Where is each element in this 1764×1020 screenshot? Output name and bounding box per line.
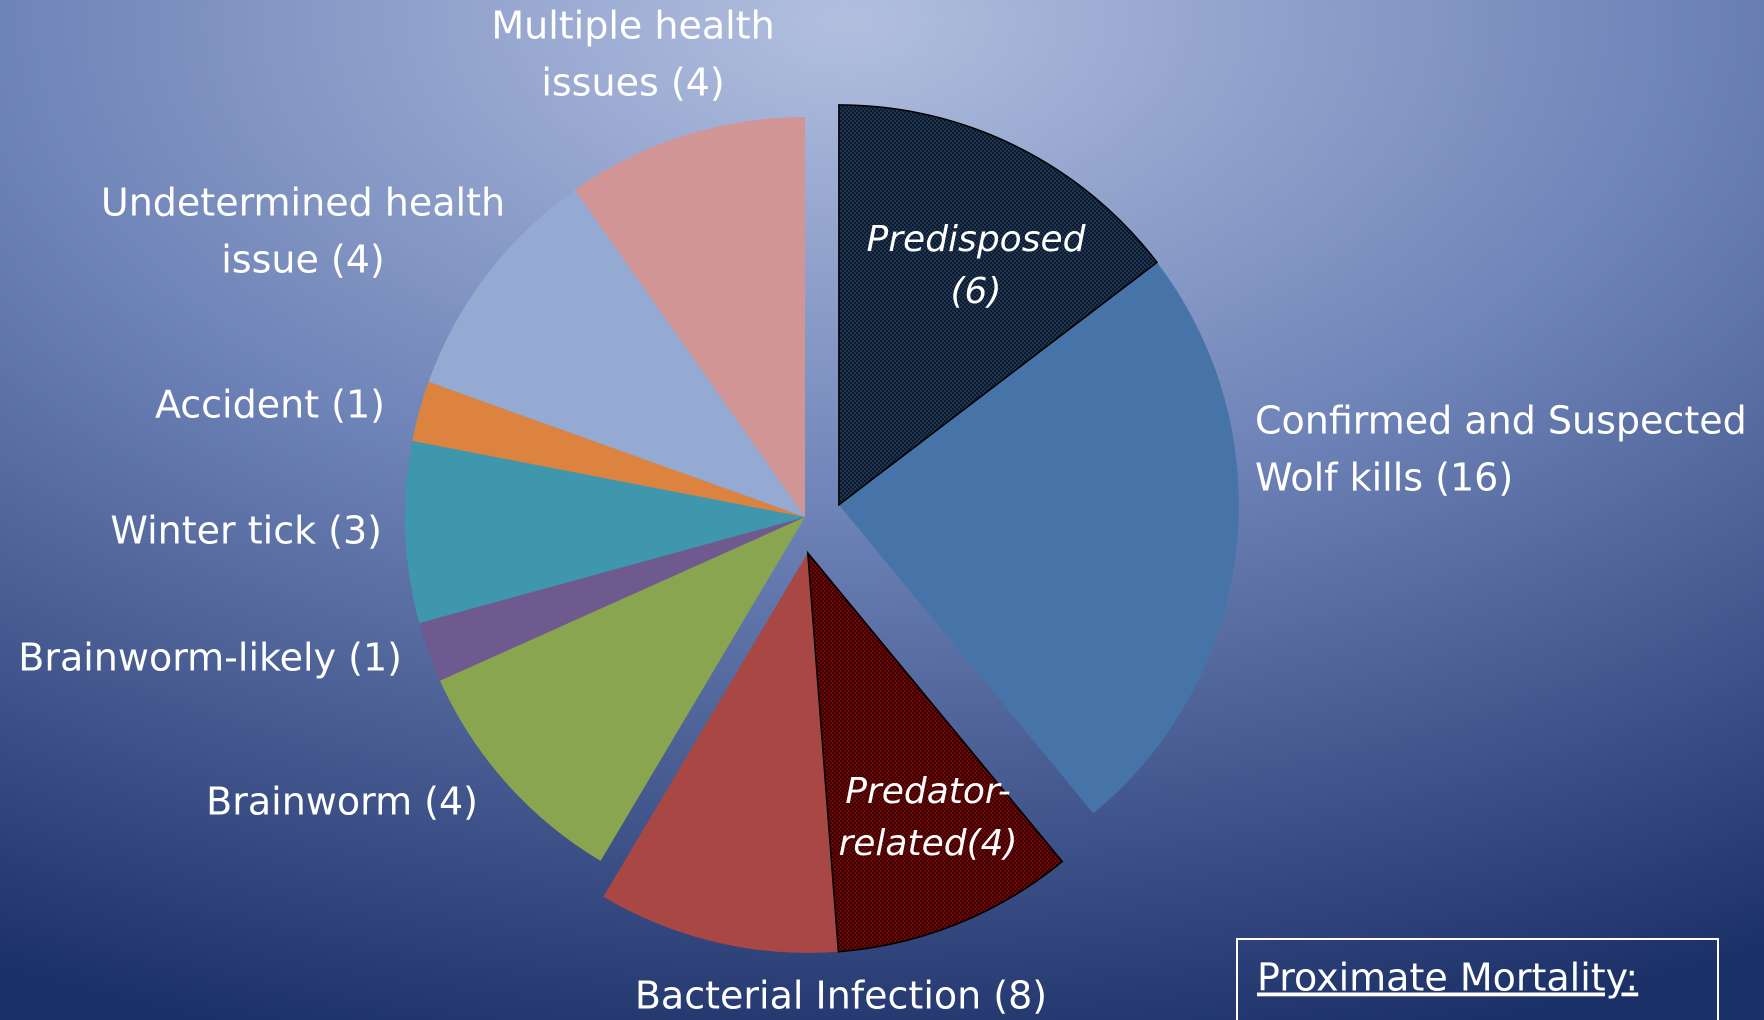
pie-slice bbox=[574, 117, 805, 517]
slice-label: Wolf kills (16) bbox=[1255, 456, 1513, 500]
annotation: Proximate Mortality: bbox=[1257, 956, 1638, 1000]
sub-slice-label: related(4) bbox=[838, 823, 1017, 864]
slice-label: Multiple health bbox=[491, 4, 774, 48]
sub-slice-label: Predisposed bbox=[867, 219, 1087, 260]
pie-slice bbox=[428, 189, 805, 518]
annotation-box bbox=[1236, 938, 1719, 1020]
sub-slice-label: (6) bbox=[951, 271, 1002, 312]
slice-label: Brainworm-likely (1) bbox=[18, 636, 402, 680]
slice-label: Winter tick (3) bbox=[110, 509, 382, 553]
slice-label: Brainworm (4) bbox=[206, 780, 478, 824]
slice-label: Accident (1) bbox=[155, 383, 385, 427]
slice-label: issue (4) bbox=[221, 238, 385, 282]
pie-slice bbox=[439, 517, 805, 861]
pie-sub-slice bbox=[838, 104, 1159, 507]
slice-label: Confirmed and Suspected bbox=[1255, 399, 1747, 443]
slice-label: Bacterial Infection (8) bbox=[635, 974, 1047, 1018]
pie-slice bbox=[419, 517, 805, 681]
sub-slice-label: Predator- bbox=[845, 771, 1011, 812]
pie-sub-slice bbox=[806, 550, 1064, 953]
pie-slice bbox=[412, 381, 805, 517]
slice-label: issues (4) bbox=[541, 61, 724, 105]
pie-slice bbox=[405, 440, 805, 623]
slice-label: Undetermined health bbox=[101, 181, 505, 225]
